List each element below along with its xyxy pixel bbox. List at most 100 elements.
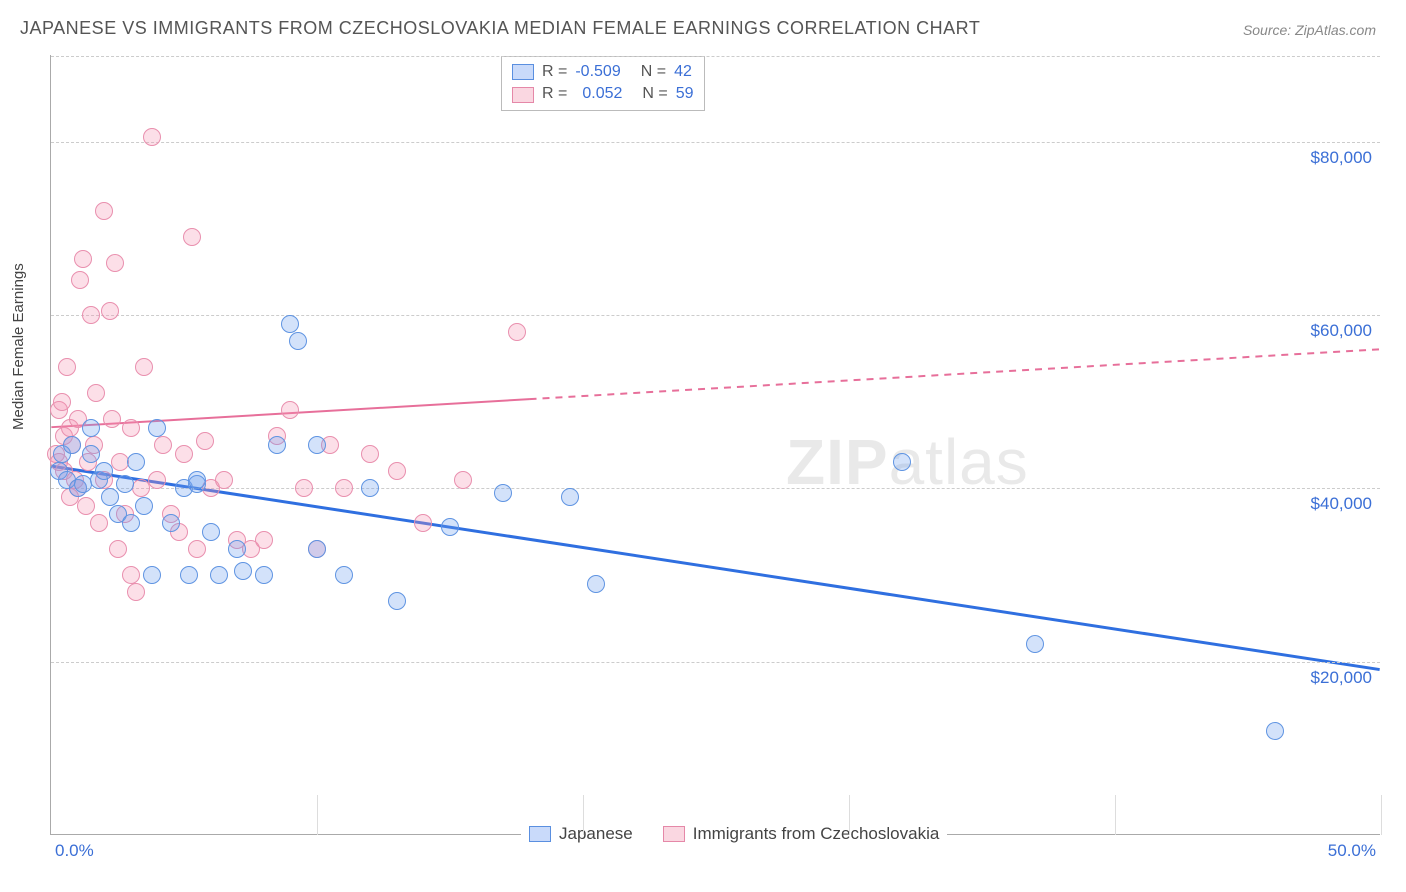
scatter-point [454,471,472,489]
scatter-point [148,419,166,437]
scatter-point [508,323,526,341]
x-tick-label: 0.0% [55,841,94,861]
scatter-point [1026,635,1044,653]
scatter-point [101,302,119,320]
scatter-point [90,514,108,532]
x-tick-label: 50.0% [1328,841,1376,861]
scatter-point [281,401,299,419]
scatter-point [103,410,121,428]
legend-item-0: Japanese [529,824,633,844]
stat-r-value-1: 0.052 [582,83,622,105]
scatter-point [188,540,206,558]
scatter-point [58,358,76,376]
legend-bottom: Japanese Immigrants from Czechoslovakia [521,824,947,844]
y-tick-label: $80,000 [1311,148,1372,168]
watermark-bold: ZIP [786,426,889,498]
scatter-point [82,445,100,463]
scatter-point [122,419,140,437]
trend-line-dashed [530,349,1380,399]
scatter-point [335,566,353,584]
legend-label-1: Immigrants from Czechoslovakia [693,824,940,844]
scatter-point [180,566,198,584]
scatter-point [63,436,81,454]
trend-lines-layer [51,55,1380,834]
scatter-point [77,497,95,515]
scatter-point [388,592,406,610]
y-tick-label: $60,000 [1311,321,1372,341]
scatter-point [210,566,228,584]
scatter-point [53,393,71,411]
scatter-point [281,315,299,333]
swatch-blue-icon [512,64,534,80]
scatter-point [87,384,105,402]
gridline-horizontal [51,142,1380,143]
scatter-point [106,254,124,272]
scatter-point [116,475,134,493]
scatter-point [388,462,406,480]
stat-n-value-1: 59 [676,83,694,105]
scatter-point [1266,722,1284,740]
scatter-point [255,531,273,549]
scatter-point [196,432,214,450]
scatter-point [135,358,153,376]
scatter-point [893,453,911,471]
scatter-point [95,202,113,220]
scatter-point [122,514,140,532]
scatter-point [188,471,206,489]
chart-title: JAPANESE VS IMMIGRANTS FROM CZECHOSLOVAK… [20,18,980,39]
scatter-point [308,540,326,558]
scatter-point [109,540,127,558]
gridline-vertical [1381,795,1382,835]
scatter-point [127,583,145,601]
scatter-point [215,471,233,489]
stats-row-series-0: R = -0.509 N = 42 [512,61,694,83]
legend-item-1: Immigrants from Czechoslovakia [663,824,940,844]
stat-n-value-0: 42 [674,61,692,83]
source-attribution: Source: ZipAtlas.com [1243,22,1376,38]
scatter-point [143,566,161,584]
scatter-point [255,566,273,584]
gridline-vertical [317,795,318,835]
gridline-vertical [583,795,584,835]
scatter-point [82,419,100,437]
scatter-point [228,540,246,558]
stat-r-value-0: -0.509 [575,61,620,83]
y-axis-label: Median Female Earnings [10,263,27,430]
gridline-horizontal [51,315,1380,316]
scatter-point [143,128,161,146]
scatter-point [135,497,153,515]
scatter-point [234,562,252,580]
scatter-point [361,445,379,463]
scatter-point [175,445,193,463]
y-tick-label: $40,000 [1311,494,1372,514]
stat-r-label: R = [542,83,567,105]
swatch-pink-icon [512,87,534,103]
plot-area: ZIPatlas R = -0.509 N = 42 R = 0.052 N =… [50,55,1380,835]
gridline-vertical [849,795,850,835]
scatter-point [414,514,432,532]
gridline-vertical [1115,795,1116,835]
scatter-point [74,250,92,268]
scatter-point [71,271,89,289]
scatter-point [441,518,459,536]
scatter-point [127,453,145,471]
scatter-point [183,228,201,246]
scatter-point [308,436,326,454]
scatter-point [494,484,512,502]
stat-n-label: N = [641,61,666,83]
scatter-point [561,488,579,506]
scatter-point [154,436,172,454]
scatter-point [101,488,119,506]
scatter-point [361,479,379,497]
legend-label-0: Japanese [559,824,633,844]
stat-n-label: N = [642,83,667,105]
stat-r-label: R = [542,61,567,83]
correlation-stats-box: R = -0.509 N = 42 R = 0.052 N = 59 [501,56,705,111]
gridline-horizontal [51,662,1380,663]
scatter-point [162,514,180,532]
scatter-point [268,436,286,454]
swatch-blue-icon [529,826,551,842]
gridline-horizontal [51,488,1380,489]
scatter-point [289,332,307,350]
scatter-point [148,471,166,489]
